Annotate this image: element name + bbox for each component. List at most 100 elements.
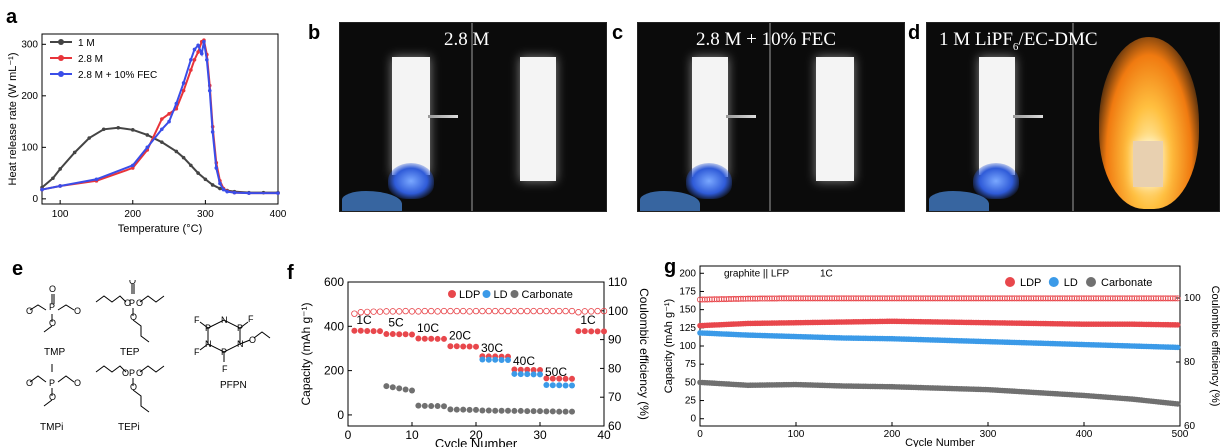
series-point-ldp — [588, 328, 595, 335]
series-point-2 — [58, 184, 62, 188]
ce-point — [408, 308, 416, 315]
x-axis-label: Cycle Number — [905, 437, 975, 447]
ignition-flame — [973, 163, 1019, 199]
plot-frame — [347, 281, 605, 427]
series-point-0 — [218, 186, 222, 191]
series-point-2 — [207, 88, 212, 93]
series-point-ldp — [396, 331, 403, 338]
ce-point — [946, 295, 953, 302]
x-tick-label: 300 — [980, 429, 997, 440]
tep-structure — [95, 284, 165, 343]
ce-point — [440, 307, 448, 315]
ce-point — [594, 307, 601, 315]
series-point-0 — [116, 125, 121, 130]
y-tick-label: 600 — [324, 275, 344, 289]
series-point-carbonate — [447, 406, 454, 413]
series-point-ldp — [370, 328, 377, 335]
series-point-0 — [87, 136, 91, 140]
molecule-structures: P O O O O P O O O O P O O O P O O O P N … — [26, 280, 271, 413]
x-axis-label: Temperature (°C) — [118, 223, 202, 235]
ce-point — [549, 307, 556, 315]
ce-point — [415, 308, 422, 315]
series-point-carbonate — [556, 408, 563, 415]
ce-point — [351, 310, 358, 317]
ce-point — [797, 295, 804, 302]
x-tick-label: 100 — [788, 429, 805, 440]
legend-marker — [58, 55, 64, 61]
y-axis-label: Heat release rate (W mL⁻¹) — [7, 53, 19, 186]
glove — [640, 191, 700, 211]
ignition-needle — [726, 115, 756, 118]
x-tick-label: 200 — [884, 429, 901, 440]
ce-point — [1040, 295, 1047, 302]
tmp-atom-p: P — [49, 302, 55, 312]
series-point-carbonate — [409, 387, 415, 394]
series-point-carbonate — [517, 407, 524, 414]
separator-strip-before — [692, 57, 728, 177]
ce-point — [893, 295, 900, 302]
photo-divider — [769, 23, 771, 211]
ce-point — [867, 295, 874, 302]
series-point-2 — [174, 101, 179, 106]
series-point-1 — [181, 88, 186, 93]
series-point-carbonate — [473, 406, 479, 413]
ce-point — [1100, 295, 1107, 302]
chart-a-heat-release: 100 200 300 400 0 100 200 300 Temperature (°C) He… — [7, 33, 287, 235]
series-point-ld — [511, 370, 518, 377]
ce-point — [511, 307, 518, 315]
y-axis-label: Capacity (mAh g⁻¹) — [299, 302, 313, 405]
series-point-ldp — [537, 366, 543, 373]
ce-point — [1061, 295, 1068, 302]
tep-atom-o: O — [124, 298, 131, 308]
photo-b-caption: 2.8 M — [444, 29, 490, 50]
ce-point — [395, 308, 403, 315]
rate-label: 50C — [545, 365, 567, 379]
y-tick-label: 150 — [679, 305, 696, 316]
y-tick-label: 400 — [324, 319, 344, 333]
series-point-ldp — [530, 366, 537, 373]
ce-point — [814, 295, 821, 302]
series-point-0 — [51, 176, 55, 181]
panel-letter-d: d — [908, 22, 921, 44]
panel-letter-e: e — [12, 258, 24, 280]
series-point-carbonate — [383, 383, 390, 390]
ce-point — [1133, 295, 1140, 302]
series-point-carbonate — [460, 406, 467, 413]
ce-point — [994, 295, 1001, 302]
photo-divider — [471, 23, 473, 211]
ce-point — [1037, 295, 1044, 302]
series-point-carbonate — [485, 407, 492, 414]
series-point-ldp — [466, 343, 473, 350]
series-point-ldp — [601, 328, 607, 335]
series-point-carbonate — [428, 403, 435, 410]
series-point-ldp — [453, 343, 460, 350]
series-point-0 — [58, 167, 62, 171]
y2-axis-label: Coulombic efficiency (%) — [1209, 286, 1221, 407]
series-point-carbonate — [524, 408, 531, 415]
series-point-carbonate — [530, 408, 537, 415]
label-tep: TEP — [120, 347, 140, 358]
glove — [929, 191, 989, 211]
series-point-ld — [524, 371, 531, 378]
ce-point — [389, 308, 396, 315]
ce-point — [1160, 295, 1167, 302]
ce-point — [1109, 295, 1116, 302]
ce-point — [485, 307, 492, 315]
series-point-2 — [214, 166, 219, 170]
y-axis-label: Capacity (mAh g⁻¹) — [663, 299, 675, 393]
series-point-ldp — [460, 343, 467, 350]
series-point-ldp — [556, 375, 563, 382]
tmp-atom-o: O — [49, 318, 56, 328]
legend-marker — [1048, 277, 1059, 287]
ce-point — [970, 295, 977, 302]
ignition-needle — [428, 115, 458, 118]
panel-letter-a: a — [6, 6, 18, 28]
tepi-atom-o: O — [130, 382, 137, 392]
pfpn-atom-f: F — [194, 347, 200, 357]
annotation-label: 1C — [820, 268, 833, 279]
pfpn-structure — [199, 319, 271, 362]
series-point-ldp — [402, 331, 409, 338]
legend-label: Carbonate — [1101, 277, 1152, 289]
ignition-flame — [388, 163, 434, 199]
series-point-ld — [1174, 344, 1181, 351]
